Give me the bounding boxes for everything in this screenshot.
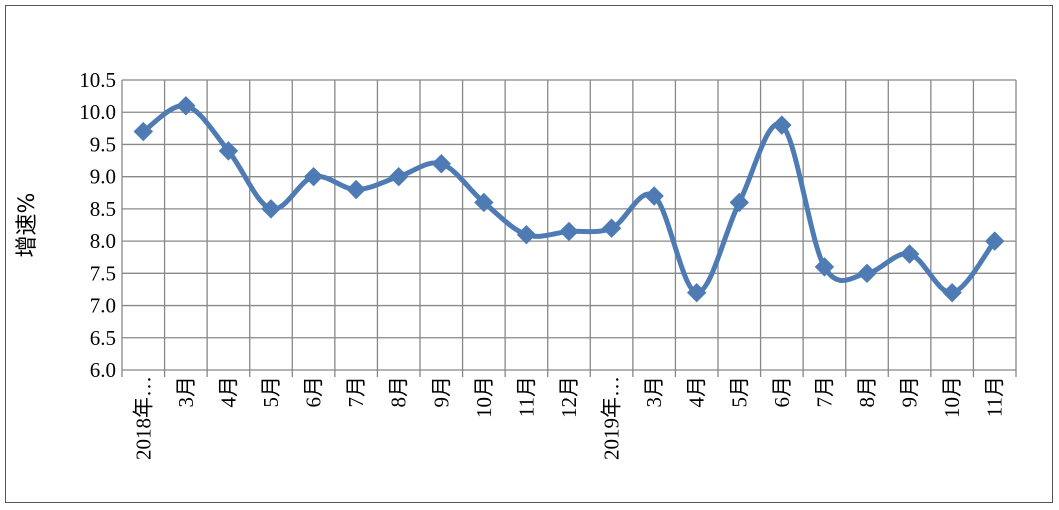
y-axis-label: 增速% xyxy=(15,193,40,258)
x-tick-label: 9月 xyxy=(898,376,922,408)
grid-lines xyxy=(121,79,1017,377)
y-tick-label: 9.5 xyxy=(90,132,116,156)
data-point-marker xyxy=(431,154,451,174)
data-point-marker xyxy=(985,231,1005,251)
x-tick-label: 8月 xyxy=(855,376,879,408)
y-tick-label: 7.0 xyxy=(90,294,116,318)
data-point-marker xyxy=(474,192,494,213)
chart-frame xyxy=(5,5,1053,503)
data-point-marker xyxy=(729,192,749,213)
y-tick-label: 6.0 xyxy=(90,358,116,382)
y-tick-label: 10.0 xyxy=(79,100,116,124)
x-tick-label: 4月 xyxy=(685,376,709,408)
series-line xyxy=(141,103,997,296)
x-tick-label: 9月 xyxy=(429,376,453,408)
data-point-marker xyxy=(176,96,196,116)
data-point-marker xyxy=(687,282,707,303)
x-tick-label: 2019年… xyxy=(600,376,624,460)
x-tick-label: 10月 xyxy=(472,376,496,418)
y-tick-label: 8.0 xyxy=(90,229,116,253)
x-tick-label: 5月 xyxy=(259,376,283,408)
y-tick-label: 10.5 xyxy=(79,68,116,92)
data-point-marker xyxy=(814,257,835,277)
data-point-marker xyxy=(516,224,537,245)
x-tick-label: 5月 xyxy=(727,376,751,408)
data-point-marker xyxy=(559,221,579,242)
x-axis-ticks: 2018年… 3月 4月 5月 6月 7月 8月 9月 10月 11月 12月 2019年… 3月 4月 5… xyxy=(131,376,1006,460)
data-point-marker xyxy=(601,218,622,238)
x-tick-label: 11月 xyxy=(514,376,538,417)
data-point-marker xyxy=(644,186,664,206)
data-point-marker xyxy=(303,166,324,187)
data-point-marker xyxy=(772,115,792,135)
y-axis-ticks: 6.0 6.5 7.0 7.5 8.0 8.5 9.0 9.5 10.0 10.5 xyxy=(79,68,116,382)
data-point-marker xyxy=(261,199,281,219)
data-point-marker xyxy=(346,179,366,200)
x-tick-label: 11月 xyxy=(983,376,1007,417)
data-point-marker xyxy=(218,141,239,161)
x-tick-label: 7月 xyxy=(812,376,836,408)
x-tick-label: 6月 xyxy=(302,376,326,408)
y-tick-label: 8.5 xyxy=(90,197,116,221)
x-tick-label: 10月 xyxy=(940,376,964,418)
data-point-marker xyxy=(133,121,153,142)
x-tick-label: 12月 xyxy=(557,376,581,418)
data-point-marker xyxy=(857,263,877,284)
x-tick-label: 4月 xyxy=(216,376,240,408)
series-markers xyxy=(133,96,1005,303)
data-point-marker xyxy=(942,282,962,303)
data-point-marker xyxy=(389,166,409,187)
x-tick-label: 8月 xyxy=(387,376,411,408)
y-tick-label: 6.5 xyxy=(90,326,116,350)
data-point-marker xyxy=(899,244,920,264)
x-tick-label: 2018年… xyxy=(131,376,155,460)
x-tick-label: 6月 xyxy=(770,376,794,408)
y-tick-label: 7.5 xyxy=(90,261,116,285)
x-tick-label: 7月 xyxy=(344,376,368,408)
x-tick-label: 3月 xyxy=(174,376,198,408)
x-tick-label: 3月 xyxy=(642,376,666,408)
y-tick-label: 9.0 xyxy=(90,165,116,189)
